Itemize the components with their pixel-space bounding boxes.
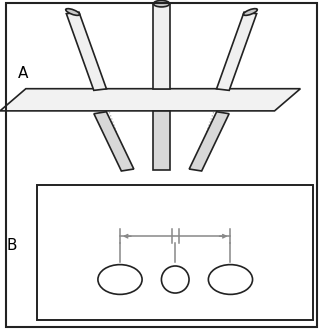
- Ellipse shape: [162, 266, 189, 293]
- Polygon shape: [153, 111, 170, 170]
- Ellipse shape: [66, 9, 80, 16]
- Text: A: A: [18, 66, 28, 82]
- Text: B: B: [6, 238, 16, 253]
- Polygon shape: [216, 12, 257, 90]
- Polygon shape: [0, 89, 300, 111]
- Ellipse shape: [208, 265, 253, 294]
- Polygon shape: [66, 12, 107, 90]
- Polygon shape: [153, 4, 170, 89]
- Ellipse shape: [98, 265, 142, 294]
- Ellipse shape: [153, 0, 170, 7]
- Ellipse shape: [243, 9, 257, 16]
- Polygon shape: [94, 112, 134, 171]
- Polygon shape: [189, 112, 229, 171]
